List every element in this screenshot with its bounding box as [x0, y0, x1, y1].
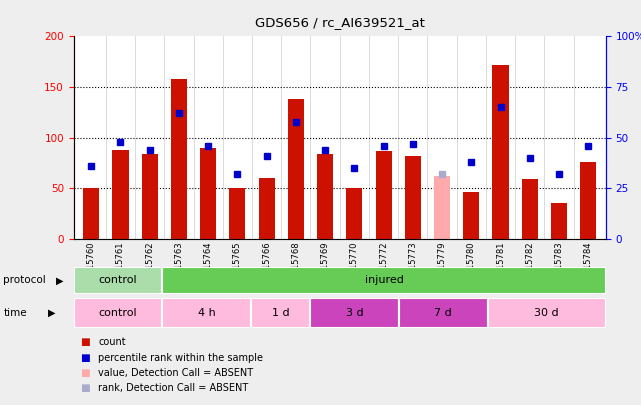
- Bar: [346, 188, 362, 239]
- Bar: [251, 298, 310, 328]
- Text: 1 d: 1 d: [272, 308, 290, 318]
- Text: rank, Detection Call = ABSENT: rank, Detection Call = ABSENT: [98, 384, 248, 393]
- Bar: [74, 267, 162, 294]
- Bar: [404, 156, 421, 239]
- Bar: [229, 188, 246, 239]
- Bar: [580, 162, 596, 239]
- Bar: [434, 176, 450, 239]
- Bar: [317, 154, 333, 239]
- Text: control: control: [99, 275, 137, 286]
- Bar: [162, 267, 606, 294]
- Text: value, Detection Call = ABSENT: value, Detection Call = ABSENT: [98, 368, 253, 378]
- Text: protocol: protocol: [3, 275, 46, 286]
- Text: percentile rank within the sample: percentile rank within the sample: [98, 353, 263, 362]
- Text: 4 h: 4 h: [198, 308, 215, 318]
- Bar: [463, 192, 479, 239]
- Bar: [522, 179, 538, 239]
- Text: control: control: [99, 308, 137, 318]
- Text: injured: injured: [365, 275, 403, 286]
- Text: ■: ■: [80, 384, 90, 393]
- Bar: [171, 79, 187, 239]
- Text: ■: ■: [80, 368, 90, 378]
- Bar: [310, 298, 399, 328]
- Bar: [399, 298, 488, 328]
- Bar: [74, 298, 162, 328]
- Bar: [142, 154, 158, 239]
- Bar: [551, 202, 567, 239]
- Text: ▶: ▶: [56, 275, 64, 286]
- Bar: [376, 151, 392, 239]
- Text: 7 d: 7 d: [435, 308, 452, 318]
- Text: ▶: ▶: [48, 308, 56, 318]
- Bar: [488, 298, 606, 328]
- Text: time: time: [3, 308, 27, 318]
- Text: GDS656 / rc_AI639521_at: GDS656 / rc_AI639521_at: [254, 16, 425, 29]
- Text: ■: ■: [80, 337, 90, 347]
- Text: 3 d: 3 d: [345, 308, 363, 318]
- Bar: [492, 65, 508, 239]
- Bar: [83, 188, 99, 239]
- Bar: [288, 99, 304, 239]
- Bar: [112, 150, 129, 239]
- Text: 30 d: 30 d: [535, 308, 559, 318]
- Bar: [200, 148, 216, 239]
- Text: ■: ■: [80, 353, 90, 362]
- Bar: [258, 178, 275, 239]
- Text: count: count: [98, 337, 126, 347]
- Bar: [162, 298, 251, 328]
